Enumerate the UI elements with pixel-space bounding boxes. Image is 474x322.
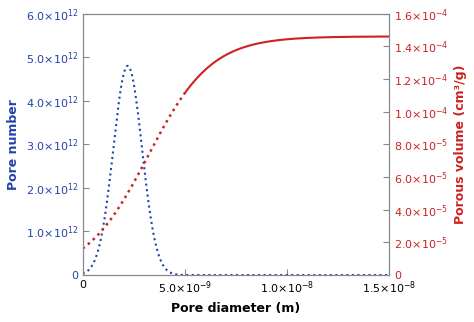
Y-axis label: Pore number: Pore number xyxy=(7,99,20,190)
Y-axis label: Porous volume (cm³/g): Porous volume (cm³/g) xyxy=(454,64,467,224)
X-axis label: Pore diameter (m): Pore diameter (m) xyxy=(172,302,301,315)
